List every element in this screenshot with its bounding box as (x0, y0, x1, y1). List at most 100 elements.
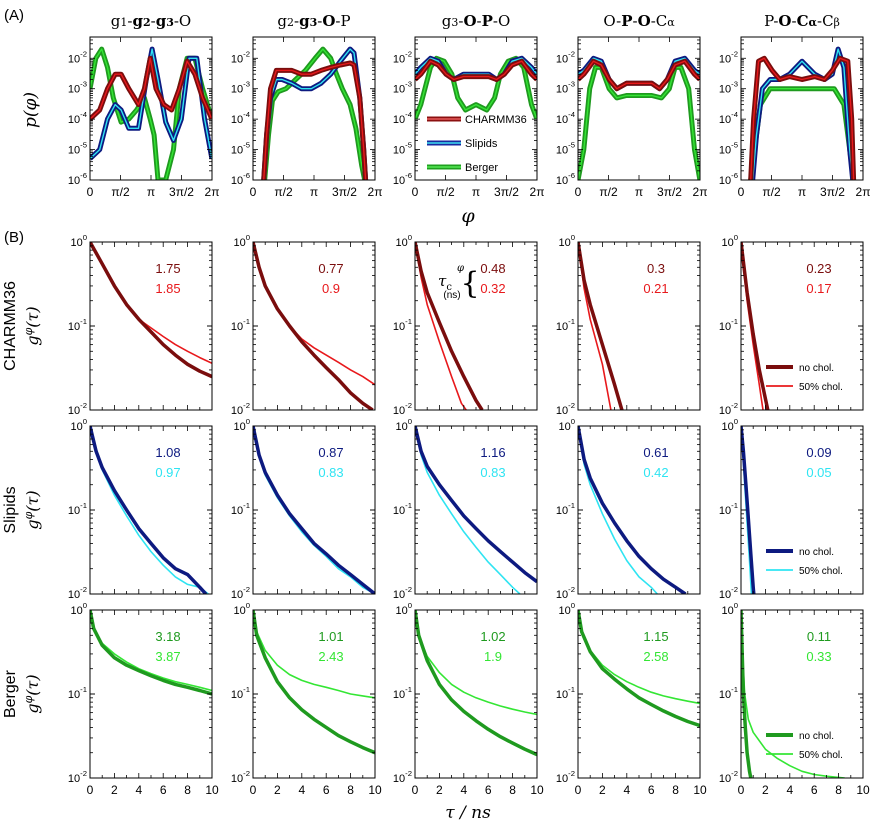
y-tick-label: 100 (70, 233, 87, 249)
tau-value-chol: 0.33 (806, 649, 831, 664)
y-tick-label: 10-4 (393, 110, 413, 126)
x-tick-label: π (635, 185, 643, 199)
legend-label-nochol: no chol. (799, 731, 834, 742)
y-axis-label-b: gφ(τ) (22, 674, 42, 713)
legend-b: no chol. 50% chol. (766, 363, 843, 393)
nochol-curve (90, 242, 212, 379)
nochol-curve (253, 610, 375, 755)
x-tick-label: 2π (693, 185, 708, 199)
acf-panel: 100 10-1 10-20 2 4 6 8 10 0.11 0.33 no chol. 50% ch… (719, 601, 870, 797)
dihedral-panel: g2-g3-O-P 10-2 10-3 10-4 10-5 10-60 π/2 π 3π/2 2π (231, 12, 383, 199)
tau-value-nochol: 1.15 (643, 629, 668, 644)
tau-value-nochol: 1.08 (155, 445, 180, 460)
slipids-curve-outer (750, 46, 856, 180)
nochol-curve (415, 610, 537, 757)
dihedral-panel: g1-g2-g3-O 10-2 10-3 10-4 10-5 10-60 π/2 π 3π/2 2… (68, 12, 220, 199)
tau-value-nochol: 0.23 (806, 261, 831, 276)
x-tick-label: 6 (160, 783, 167, 797)
y-tick-label: 10-5 (556, 141, 575, 157)
x-tick-label: π/2 (274, 185, 293, 199)
y-tick-label: 100 (721, 417, 738, 433)
dihedral-panel: O-P-O-Cα 10-2 10-3 10-4 10-5 10-60 π/2 π 3π/2 2π (556, 12, 708, 199)
x-tick-label: 3π/2 (657, 185, 682, 199)
acf-panel: 100 10-1 10-2 0.23 0.17 no chol. 50% chol. (719, 233, 864, 417)
tau-value-nochol: 1.75 (155, 261, 180, 276)
y-tick-label: 10-4 (231, 110, 251, 126)
x-tick-label: 10 (693, 783, 707, 797)
acf-panel: 100 10-1 10-2 1.08 0.97 (68, 417, 213, 601)
y-tick-label: 100 (395, 601, 412, 617)
chol-curve (415, 426, 521, 594)
y-tick-label: 100 (395, 233, 412, 249)
y-tick-label: 10-3 (393, 80, 412, 96)
y-tick-label: 10-2 (556, 401, 575, 417)
chol-curve (253, 610, 375, 699)
tau-value-nochol: 1.02 (480, 629, 505, 644)
tau-annotation-sup: φ (457, 263, 464, 274)
y-tick-label: 10-4 (556, 110, 576, 126)
x-tick-label: 2π (856, 185, 871, 199)
x-tick-label: 0 (412, 783, 419, 797)
nochol-curve (90, 610, 212, 696)
x-tick-label: 2 (599, 783, 606, 797)
x-axis-label-a: φ (461, 205, 475, 227)
acf-panel: 100 10-1 10-2 0.77 0.9 (231, 233, 376, 417)
acf-panel: 100 10-1 10-20 2 4 6 8 10 1.02 1.9 (393, 601, 544, 797)
y-tick-label: 100 (721, 601, 738, 617)
tau-annotation-unit: (ns) (443, 290, 460, 301)
plot-frame (89, 609, 213, 779)
x-tick-label: 2π (368, 185, 383, 199)
y-tick-label: 10-1 (719, 685, 738, 701)
tau-brace: { (460, 266, 479, 301)
x-tick-label: 3π/2 (494, 185, 519, 199)
x-tick-label: 2 (436, 783, 443, 797)
tau-annotation: τc (438, 272, 452, 293)
panel-title: g1-g2-g3-O (111, 12, 191, 30)
nochol-curve (253, 242, 374, 410)
x-tick-label: 8 (509, 783, 516, 797)
y-tick-label: 10-5 (719, 141, 738, 157)
legend-b: no chol. 50% chol. (766, 547, 843, 577)
y-tick-label: 10-2 (68, 401, 87, 417)
chol-curve (90, 426, 209, 594)
y-tick-label: 10-1 (719, 501, 738, 517)
y-tick-label: 100 (233, 233, 250, 249)
tau-value-nochol: 0.77 (318, 261, 343, 276)
y-tick-label: 10-2 (719, 585, 738, 601)
x-tick-label: π (798, 185, 806, 199)
legend-label: CHARMM36 (465, 114, 527, 126)
berger-curve-inner (578, 66, 700, 180)
x-tick-label: 10 (530, 783, 544, 797)
y-tick-label: 10-3 (231, 80, 250, 96)
panel-label-b: (B) (4, 229, 24, 246)
y-tick-label: 10-5 (68, 141, 87, 157)
panel-title: g2-g3-O-P (277, 12, 350, 30)
y-tick-label: 10-6 (231, 171, 250, 187)
chol-curve (253, 242, 375, 386)
x-tick-label: π (310, 185, 318, 199)
legend-a: CHARMM36 Slipids Berger (427, 114, 527, 174)
acf-panel: 100 10-1 10-20 2 4 6 8 10 1.01 2.43 (231, 601, 382, 797)
legend-label: Berger (465, 162, 498, 174)
row-slipids: Slipids gφ(τ)10010-110-21.080.9710010-110… (2, 417, 864, 601)
y-tick-label: 10-2 (393, 769, 412, 785)
x-tick-label: π/2 (599, 185, 618, 199)
y-tick-label: 10-1 (231, 501, 250, 517)
tau-value-chol: 0.97 (155, 465, 180, 480)
y-tick-label: 100 (558, 233, 575, 249)
y-axis-label-b: gφ(τ) (22, 490, 42, 529)
y-tick-label: 10-2 (68, 585, 87, 601)
tau-value-chol: 2.58 (643, 649, 668, 664)
y-tick-label: 10-2 (556, 769, 575, 785)
y-tick-label: 100 (233, 417, 250, 433)
x-tick-label: π/2 (436, 185, 455, 199)
panel-title: O-P-O-Cα (603, 12, 675, 30)
y-tick-label: 10-2 (556, 49, 575, 65)
y-tick-label: 100 (721, 233, 738, 249)
y-tick-label: 10-2 (231, 401, 250, 417)
nochol-curve (741, 242, 770, 410)
panel-title: g3-O-P-O (442, 12, 511, 30)
y-tick-label: 10-1 (68, 685, 87, 701)
